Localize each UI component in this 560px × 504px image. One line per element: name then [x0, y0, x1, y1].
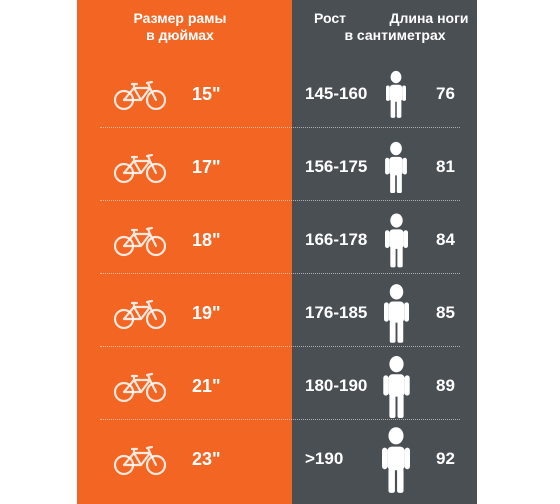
frame-size-value: 21"	[192, 376, 221, 396]
leg-length-value: 81	[436, 157, 455, 176]
leg-length-value: 89	[436, 376, 455, 395]
height-value: 145-160	[305, 84, 368, 103]
leg-length-value: 92	[436, 449, 455, 468]
size-row: 21" 180-190 89	[0, 346, 560, 426]
frame-size-header-line2: в дюймах	[146, 27, 214, 43]
person-icon	[385, 141, 407, 198]
leg-length-header-line1: Длина ноги	[389, 10, 469, 26]
bicycle-icon	[112, 297, 168, 331]
person-icon	[383, 283, 409, 348]
row-separator	[100, 200, 460, 201]
leg-length-value: 85	[436, 303, 455, 322]
row-separator	[100, 419, 460, 420]
size-row: 23" >190 92	[0, 419, 560, 499]
height-header-line2: в сантиметрах	[344, 27, 446, 43]
person-icon	[386, 70, 406, 123]
height-value: >190	[305, 449, 344, 468]
size-row: 15" 145-160 76	[0, 54, 560, 134]
size-row: 17" 156-175 81	[0, 127, 560, 207]
frame-size-value: 19"	[192, 303, 221, 323]
row-separator	[100, 127, 460, 128]
bicycle-icon	[112, 370, 168, 404]
size-row: 18" 166-178 84	[0, 200, 560, 280]
bicycle-icon	[112, 78, 168, 112]
person-icon	[382, 426, 410, 498]
frame-size-header: Размер рамы в дюймах	[110, 10, 250, 44]
leg-length-value: 84	[436, 230, 455, 249]
frame-size-value: 17"	[192, 157, 221, 177]
row-separator	[100, 346, 460, 347]
gray-panel	[292, 0, 477, 504]
row-separator	[100, 273, 460, 274]
frame-size-value: 18"	[192, 230, 221, 250]
size-row: 19" 176-185 85	[0, 273, 560, 353]
person-icon	[382, 355, 410, 423]
height-value: 166-178	[305, 230, 368, 249]
frame-size-value: 15"	[192, 84, 221, 104]
bicycle-icon	[112, 151, 168, 185]
height-value: 180-190	[305, 376, 368, 395]
frame-size-value: 23"	[192, 449, 221, 469]
leg-length-header: Длина ноги	[370, 10, 488, 27]
bicycle-icon	[112, 443, 168, 477]
frame-size-header-line1: Размер рамы	[133, 10, 227, 26]
height-header-line1: Рост	[314, 10, 346, 26]
orange-panel	[77, 0, 292, 504]
height-value: 176-185	[305, 303, 368, 322]
leg-length-value: 76	[436, 84, 455, 103]
height-value: 156-175	[305, 157, 368, 176]
bicycle-icon	[112, 224, 168, 258]
person-icon	[384, 212, 408, 273]
height-header: Рост	[296, 10, 376, 27]
height-header-line2-wrap: в сантиметрах	[330, 27, 460, 44]
